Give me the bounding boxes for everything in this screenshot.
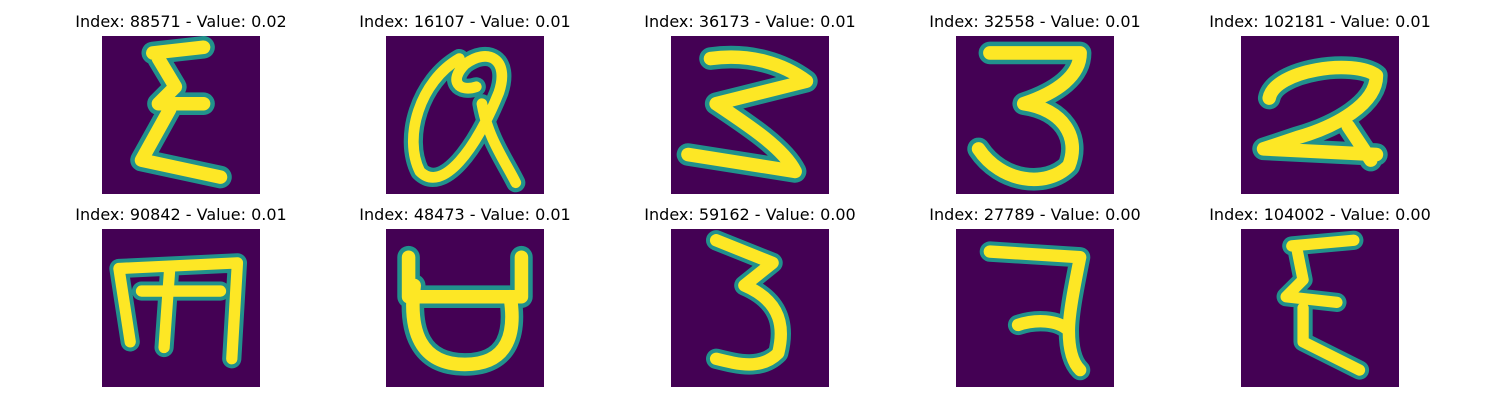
panel-image — [386, 229, 544, 387]
panel-title: Index: 36173 - Value: 0.01 — [644, 12, 856, 31]
panel-image — [671, 229, 829, 387]
panel-image — [956, 229, 1114, 387]
panel-title: Index: 102181 - Value: 0.01 — [1209, 12, 1431, 31]
panel-image — [1241, 36, 1399, 194]
panel-title: Index: 48473 - Value: 0.01 — [359, 205, 571, 224]
panel-image — [1241, 229, 1399, 387]
panel-title: Index: 88571 - Value: 0.02 — [75, 12, 287, 31]
panel-title: Index: 32558 - Value: 0.01 — [929, 12, 1141, 31]
panel-title: Index: 59162 - Value: 0.00 — [644, 205, 856, 224]
panel-image — [956, 36, 1114, 194]
panel-image — [102, 36, 260, 194]
panel-title: Index: 27789 - Value: 0.00 — [929, 205, 1141, 224]
panel-image — [386, 36, 544, 194]
panel-title: Index: 90842 - Value: 0.01 — [75, 205, 287, 224]
panel-title: Index: 104002 - Value: 0.00 — [1209, 205, 1431, 224]
panel-image — [671, 36, 829, 194]
panel-title: Index: 16107 - Value: 0.01 — [359, 12, 571, 31]
panel-image — [102, 229, 260, 387]
